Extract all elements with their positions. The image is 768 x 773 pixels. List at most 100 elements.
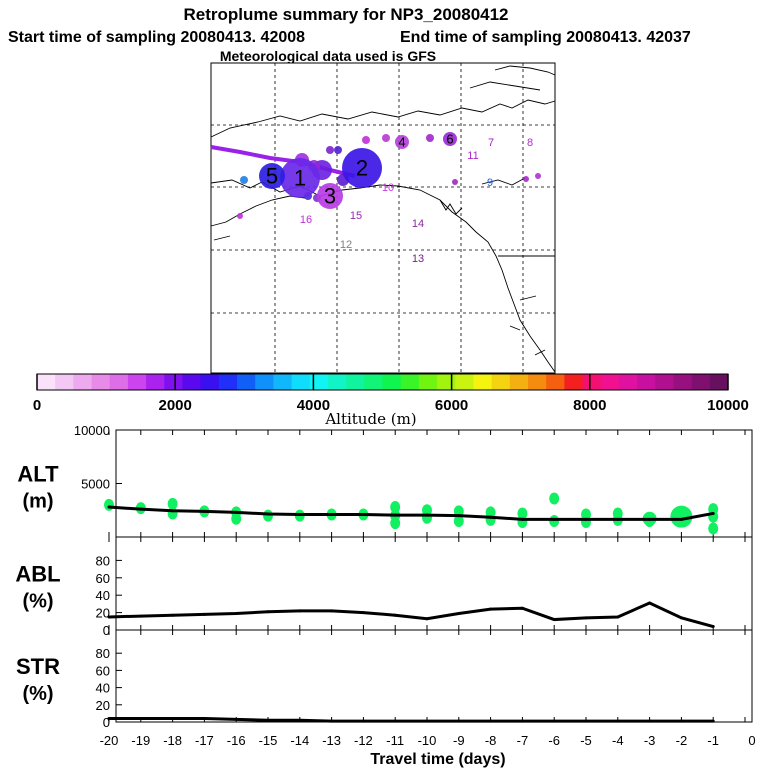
colorbar-cell <box>527 374 547 390</box>
series-point <box>361 513 365 517</box>
colorbar-cell <box>127 374 147 390</box>
x-tick-label: -9 <box>453 733 465 748</box>
series-point <box>393 613 397 617</box>
altitude-spread-marker <box>549 492 560 505</box>
colorbar-tick-label: 2000 <box>159 397 192 414</box>
y-tick-label: 40 <box>96 681 110 696</box>
colorbar-cell <box>637 374 656 390</box>
series-point <box>616 517 620 521</box>
colorbar-cell <box>200 374 220 390</box>
y-tick-label: 20 <box>96 698 110 713</box>
colorbar-cell <box>473 374 493 390</box>
series-point <box>171 717 175 721</box>
series-point <box>139 717 143 721</box>
series-line-str <box>109 717 714 723</box>
y-tick-label: 80 <box>96 553 110 568</box>
colorbar-cell <box>600 374 620 390</box>
colorbar-cell <box>364 374 383 390</box>
series-point <box>648 601 652 605</box>
colorbar-cell <box>509 374 529 390</box>
x-tick-label: -14 <box>290 733 309 748</box>
map-marker-label-5: 5 <box>266 164 278 189</box>
colorbar-cell <box>109 374 129 390</box>
altitude-spread-marker <box>390 501 401 514</box>
colorbar-cell <box>255 374 274 390</box>
series-point <box>330 609 334 613</box>
altitude-spread-marker <box>422 511 432 524</box>
x-tick-label: -4 <box>612 733 624 748</box>
map-marker-label-16: 16 <box>300 214 312 226</box>
series-point <box>552 719 556 723</box>
map-marker-label-7: 7 <box>488 137 494 149</box>
x-tick-label: -17 <box>195 733 214 748</box>
colorbar-cell <box>164 374 183 390</box>
colorbar-cell <box>327 374 347 390</box>
map-marker-extra-4 <box>334 146 342 154</box>
colorbar-ticks: 0 2000 4000 6000 8000 10000 <box>33 374 749 414</box>
series-point <box>171 613 175 617</box>
travel-time-axis: -20 -19 -18 -17 -16 -15 -14 -13 -12 -11 -10 -9 -8 -7-… <box>100 733 756 748</box>
y-tick-label: 60 <box>96 571 110 586</box>
series-point <box>584 517 588 521</box>
altitude-spread-marker <box>453 514 464 527</box>
map-marker-extra-3 <box>326 146 334 154</box>
altitude-spread-marker <box>517 507 528 520</box>
series-point <box>202 509 206 513</box>
series-point <box>457 514 461 518</box>
y-tick-label: 80 <box>96 646 110 661</box>
colorbar-cell <box>37 374 56 390</box>
colorbar-tick-label: 8000 <box>573 397 606 414</box>
x-tick-label: -7 <box>517 733 529 748</box>
y-tick-label: 60 <box>96 663 110 678</box>
y-tick-label: 0 <box>103 715 110 730</box>
x-tick-label: -11 <box>386 733 404 748</box>
time-series-panels: ALT (m) 10000 5000 ABL (%) 80 60 40 20 0 STR (%) 80 60… <box>15 423 753 730</box>
x-tick-label: -13 <box>322 733 341 748</box>
series-point <box>425 513 429 517</box>
end-time-label: End time of sampling 20080413. 42037 <box>400 29 691 46</box>
map-marker-1 <box>280 158 320 198</box>
series-point <box>552 618 556 622</box>
panel-yunit: (m) <box>22 491 53 513</box>
altitude-spread-marker <box>390 517 401 530</box>
series-point <box>393 719 397 723</box>
series-point <box>330 719 334 723</box>
start-time-label: Start time of sampling 20080413. 42008 <box>8 29 305 46</box>
colorbar-cell <box>291 374 311 390</box>
x-tick-label: -15 <box>259 733 278 748</box>
series-point <box>298 609 302 613</box>
series-point <box>266 512 270 516</box>
series-point <box>425 617 429 621</box>
x-tick-label: 0 <box>748 733 755 748</box>
colorbar-cell <box>655 374 674 390</box>
altitude-spread-marker <box>231 512 242 525</box>
panel-str: STR (%) 80 60 40 20 0 <box>16 629 753 730</box>
y-tick-label: 0 <box>103 623 110 638</box>
series-point <box>711 625 715 629</box>
series-point <box>202 717 206 721</box>
map-marker-label-12: 12 <box>340 239 352 251</box>
altitude-colorbar: 0 2000 4000 6000 8000 10000 Altitude (m) <box>33 373 749 428</box>
colorbar-cell <box>218 374 238 390</box>
map-marker-label-9: 9 <box>487 177 493 189</box>
series-point <box>711 511 715 515</box>
series-point <box>489 719 493 723</box>
colorbar-cell <box>418 374 438 390</box>
x-tick-label: -19 <box>131 733 150 748</box>
series-point <box>584 616 588 620</box>
series-point <box>520 606 524 610</box>
y-tick-label: 10000 <box>74 423 110 438</box>
series-point <box>361 719 365 723</box>
colorbar-cell <box>691 374 711 390</box>
map-marker-extra-13 <box>237 213 243 219</box>
altitude-spread-marker <box>708 522 719 535</box>
colorbar-cell <box>309 374 329 390</box>
altitude-spread-marker <box>670 505 693 528</box>
map-marker-label-11: 11 <box>467 150 478 162</box>
colorbar-cell <box>400 374 420 390</box>
map-frame <box>210 62 556 374</box>
panel-ylabel: ABL <box>15 562 60 587</box>
series-point <box>361 611 365 615</box>
